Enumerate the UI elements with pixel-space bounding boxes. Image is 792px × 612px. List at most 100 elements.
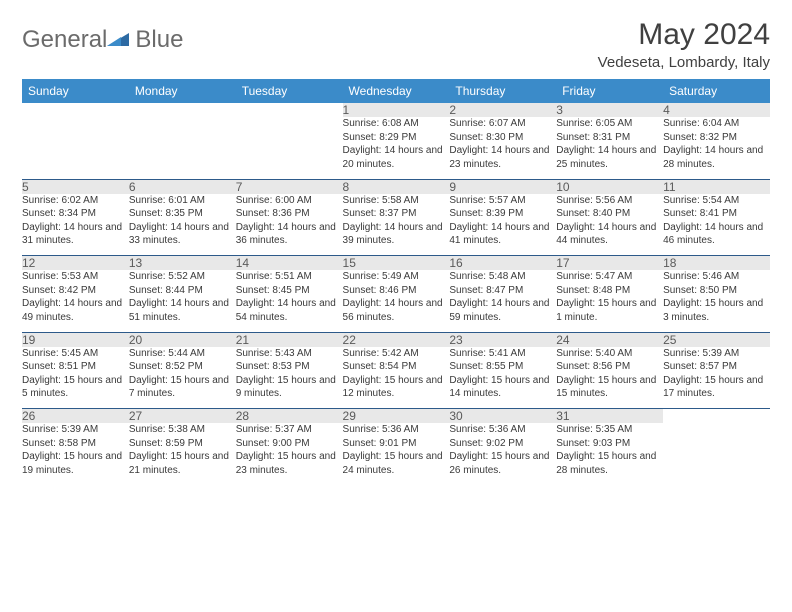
sunrise-line: Sunrise: 5:56 AM	[556, 194, 663, 208]
sunset-line: Sunset: 8:54 PM	[343, 360, 450, 374]
sunset-line: Sunset: 9:03 PM	[556, 437, 663, 451]
day-number-cell: 16	[449, 256, 556, 271]
daylight-line: Daylight: 14 hours and 39 minutes.	[343, 221, 450, 248]
sunrise-line: Sunrise: 5:47 AM	[556, 270, 663, 284]
sunset-line: Sunset: 8:52 PM	[129, 360, 236, 374]
sunset-line: Sunset: 8:40 PM	[556, 207, 663, 221]
day-detail-cell: Sunrise: 5:53 AMSunset: 8:42 PMDaylight:…	[22, 270, 129, 332]
day-detail-cell: Sunrise: 6:01 AMSunset: 8:35 PMDaylight:…	[129, 194, 236, 256]
day-number-cell: 20	[129, 332, 236, 347]
day-detail-cell: Sunrise: 5:58 AMSunset: 8:37 PMDaylight:…	[343, 194, 450, 256]
sunrise-line: Sunrise: 5:41 AM	[449, 347, 556, 361]
day-number-cell: 19	[22, 332, 129, 347]
sunset-line: Sunset: 8:37 PM	[343, 207, 450, 221]
day-number-cell: 5	[22, 179, 129, 194]
daylight-line: Daylight: 14 hours and 23 minutes.	[449, 144, 556, 171]
daylight-line: Daylight: 14 hours and 36 minutes.	[236, 221, 343, 248]
day-number-cell: 12	[22, 256, 129, 271]
day-number-cell	[663, 409, 770, 424]
daylight-line: Daylight: 14 hours and 41 minutes.	[449, 221, 556, 248]
day-detail-cell: Sunrise: 5:54 AMSunset: 8:41 PMDaylight:…	[663, 194, 770, 256]
sunrise-line: Sunrise: 5:43 AM	[236, 347, 343, 361]
day-detail-cell: Sunrise: 5:45 AMSunset: 8:51 PMDaylight:…	[22, 347, 129, 409]
sunset-line: Sunset: 8:50 PM	[663, 284, 770, 298]
day-detail-cell: Sunrise: 5:35 AMSunset: 9:03 PMDaylight:…	[556, 423, 663, 485]
daylight-line: Daylight: 15 hours and 24 minutes.	[343, 450, 450, 477]
day-detail-cell: Sunrise: 5:40 AMSunset: 8:56 PMDaylight:…	[556, 347, 663, 409]
day-number-cell: 26	[22, 409, 129, 424]
daylight-line: Daylight: 15 hours and 3 minutes.	[663, 297, 770, 324]
sunrise-line: Sunrise: 5:36 AM	[343, 423, 450, 437]
day-number-row: 12131415161718	[22, 256, 770, 271]
day-detail-cell: Sunrise: 5:47 AMSunset: 8:48 PMDaylight:…	[556, 270, 663, 332]
day-detail-cell: Sunrise: 6:00 AMSunset: 8:36 PMDaylight:…	[236, 194, 343, 256]
day-number-cell: 11	[663, 179, 770, 194]
day-detail-cell: Sunrise: 5:36 AMSunset: 9:02 PMDaylight:…	[449, 423, 556, 485]
daylight-line: Daylight: 15 hours and 7 minutes.	[129, 374, 236, 401]
sunrise-line: Sunrise: 6:05 AM	[556, 117, 663, 131]
day-number-cell: 17	[556, 256, 663, 271]
daylight-line: Daylight: 14 hours and 44 minutes.	[556, 221, 663, 248]
day-detail-row: Sunrise: 6:08 AMSunset: 8:29 PMDaylight:…	[22, 117, 770, 179]
day-number-cell: 6	[129, 179, 236, 194]
sunrise-line: Sunrise: 5:52 AM	[129, 270, 236, 284]
sunrise-line: Sunrise: 5:46 AM	[663, 270, 770, 284]
day-number-cell: 9	[449, 179, 556, 194]
weekday-header: Sunday	[22, 79, 129, 103]
calendar-table: Sunday Monday Tuesday Wednesday Thursday…	[22, 79, 770, 485]
daylight-line: Daylight: 15 hours and 9 minutes.	[236, 374, 343, 401]
sunrise-line: Sunrise: 5:40 AM	[556, 347, 663, 361]
day-detail-cell: Sunrise: 6:04 AMSunset: 8:32 PMDaylight:…	[663, 117, 770, 179]
day-number-cell: 18	[663, 256, 770, 271]
sunset-line: Sunset: 8:48 PM	[556, 284, 663, 298]
day-detail-cell: Sunrise: 5:39 AMSunset: 8:58 PMDaylight:…	[22, 423, 129, 485]
day-number-cell	[22, 103, 129, 117]
sunrise-line: Sunrise: 6:07 AM	[449, 117, 556, 131]
day-number-cell: 21	[236, 332, 343, 347]
day-number-cell: 13	[129, 256, 236, 271]
day-number-row: 19202122232425	[22, 332, 770, 347]
day-detail-cell	[22, 117, 129, 179]
daylight-line: Daylight: 14 hours and 31 minutes.	[22, 221, 129, 248]
day-number-cell: 30	[449, 409, 556, 424]
day-number-cell: 10	[556, 179, 663, 194]
sunset-line: Sunset: 8:32 PM	[663, 131, 770, 145]
daylight-line: Daylight: 14 hours and 51 minutes.	[129, 297, 236, 324]
sunset-line: Sunset: 9:02 PM	[449, 437, 556, 451]
day-detail-cell: Sunrise: 5:52 AMSunset: 8:44 PMDaylight:…	[129, 270, 236, 332]
sunrise-line: Sunrise: 5:49 AM	[343, 270, 450, 284]
sunset-line: Sunset: 8:39 PM	[449, 207, 556, 221]
sunset-line: Sunset: 8:57 PM	[663, 360, 770, 374]
day-number-cell: 1	[343, 103, 450, 117]
day-number-cell: 22	[343, 332, 450, 347]
day-number-cell: 25	[663, 332, 770, 347]
sunset-line: Sunset: 9:00 PM	[236, 437, 343, 451]
weekday-header: Thursday	[449, 79, 556, 103]
daylight-line: Daylight: 15 hours and 26 minutes.	[449, 450, 556, 477]
day-detail-cell: Sunrise: 6:07 AMSunset: 8:30 PMDaylight:…	[449, 117, 556, 179]
sunset-line: Sunset: 8:53 PM	[236, 360, 343, 374]
day-detail-row: Sunrise: 5:45 AMSunset: 8:51 PMDaylight:…	[22, 347, 770, 409]
sunset-line: Sunset: 8:58 PM	[22, 437, 129, 451]
day-detail-cell	[663, 423, 770, 485]
sunrise-line: Sunrise: 5:57 AM	[449, 194, 556, 208]
daylight-line: Daylight: 15 hours and 15 minutes.	[556, 374, 663, 401]
day-number-cell: 8	[343, 179, 450, 194]
weekday-header-row: Sunday Monday Tuesday Wednesday Thursday…	[22, 79, 770, 103]
sunrise-line: Sunrise: 5:44 AM	[129, 347, 236, 361]
sunrise-line: Sunrise: 5:42 AM	[343, 347, 450, 361]
daylight-line: Daylight: 14 hours and 28 minutes.	[663, 144, 770, 171]
day-detail-cell: Sunrise: 5:56 AMSunset: 8:40 PMDaylight:…	[556, 194, 663, 256]
logo-text-2: Blue	[135, 26, 183, 54]
sunset-line: Sunset: 8:59 PM	[129, 437, 236, 451]
sunrise-line: Sunrise: 5:37 AM	[236, 423, 343, 437]
weekday-header: Saturday	[663, 79, 770, 103]
day-detail-cell: Sunrise: 5:49 AMSunset: 8:46 PMDaylight:…	[343, 270, 450, 332]
weekday-header: Friday	[556, 79, 663, 103]
day-number-cell: 31	[556, 409, 663, 424]
sunset-line: Sunset: 8:35 PM	[129, 207, 236, 221]
day-number-cell: 14	[236, 256, 343, 271]
sunset-line: Sunset: 8:29 PM	[343, 131, 450, 145]
daylight-line: Daylight: 14 hours and 59 minutes.	[449, 297, 556, 324]
sunrise-line: Sunrise: 5:58 AM	[343, 194, 450, 208]
